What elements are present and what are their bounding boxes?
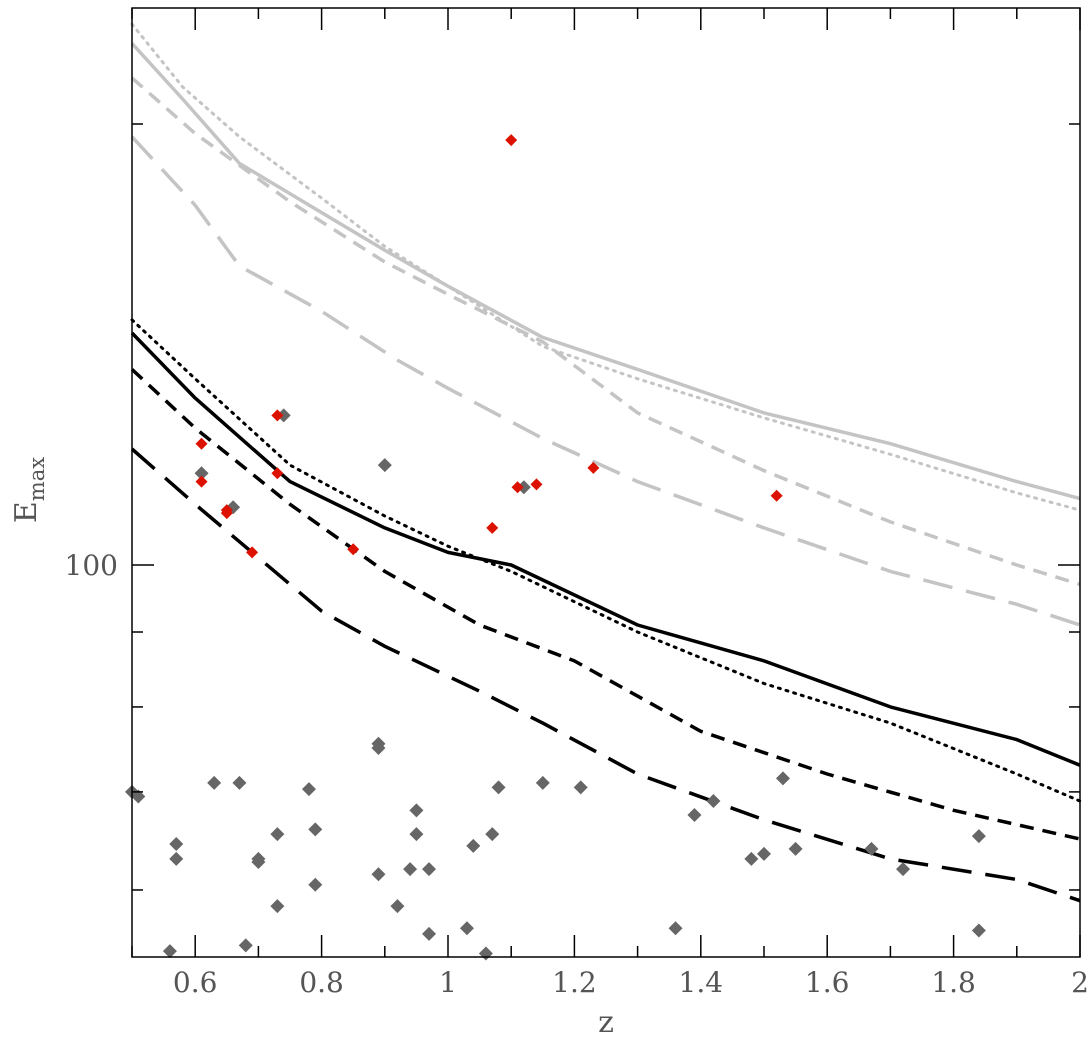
gray-data-point: [478, 946, 493, 961]
gray-dashed-curve: [130, 76, 1081, 587]
gray-data-point: [459, 921, 474, 936]
gray-data-point: [270, 827, 285, 842]
gray-data-point: [409, 803, 424, 818]
red-data-point: [530, 478, 543, 491]
gray-data-point: [535, 775, 550, 790]
red-data-point: [271, 467, 284, 480]
red-data-point: [486, 521, 499, 534]
gray-data-point: [896, 862, 911, 877]
red-data-point: [505, 134, 518, 147]
x-tick-label: 1.4: [679, 966, 724, 999]
gray-data-point: [371, 867, 386, 882]
gray-data-point: [169, 836, 184, 851]
gray-data-point: [687, 808, 702, 823]
x-tick-label: 0.8: [299, 966, 344, 999]
black-solid-curve: [130, 331, 1081, 767]
gray-data-point: [485, 827, 500, 842]
gray-dotted-curve: [130, 22, 1082, 512]
gray-data-point: [207, 775, 222, 790]
gray-data-point: [232, 775, 247, 790]
black-long-dashed-curve: [130, 447, 1081, 903]
gray-data-point: [971, 829, 986, 844]
x-tick-label: 0.6: [173, 966, 218, 999]
gray-data-point: [788, 841, 803, 856]
red-data-point: [271, 409, 284, 422]
black-dashed-curve: [130, 368, 1081, 841]
svg-text:Emax: Emax: [9, 457, 49, 523]
y-axis-label-subscript: max: [25, 457, 49, 501]
gray-data-point: [775, 771, 790, 786]
gray-data-point: [308, 822, 323, 837]
gray-data-point: [377, 458, 392, 473]
y-axis-label-group: Emax: [9, 457, 49, 523]
gray-data-point: [516, 480, 531, 495]
gray-data-point: [270, 899, 285, 914]
x-tick-label: 1: [439, 966, 457, 999]
axes-layer: 0.6 0.8 1 1.2 1.4 1.6 1.8 2 100: [65, 7, 1088, 999]
y-tick-label: 100: [65, 549, 118, 582]
x-tick-label: 1.8: [931, 966, 976, 999]
gray-data-point: [308, 877, 323, 892]
red-data-point: [195, 475, 208, 488]
gray-data-point: [131, 789, 146, 804]
y-axis-label: E: [9, 501, 44, 523]
red-data-point: [770, 489, 783, 502]
gray-data-point: [744, 851, 759, 866]
gray-data-point: [409, 827, 424, 842]
x-tick-label: 1.6: [805, 966, 850, 999]
gray-data-point: [757, 846, 771, 861]
gray-data-point: [371, 741, 386, 756]
gray-data-point: [864, 841, 879, 856]
gray-data-point: [668, 921, 683, 936]
gray-data-point: [390, 899, 405, 914]
gray-data-point: [238, 938, 253, 953]
gray-data-point: [573, 780, 588, 795]
gray-data-point: [251, 851, 266, 866]
red-data-point: [587, 461, 600, 474]
gray-data-point: [422, 926, 437, 941]
gray-data-point: [971, 923, 986, 938]
x-tick-label: 2: [1071, 966, 1088, 999]
x-axis-label: z: [598, 1005, 614, 1040]
gray-long-dashed-curve: [130, 135, 1081, 627]
curves-layer: [130, 22, 1082, 903]
black-dotted-curve: [130, 318, 1082, 803]
gray-data-point: [162, 944, 177, 959]
red-data-point: [220, 507, 233, 520]
red-data-point: [246, 546, 259, 559]
points-layer: [125, 134, 986, 961]
gray-data-point: [169, 851, 184, 866]
gray-data-point: [422, 862, 437, 877]
gray-data-point: [403, 862, 418, 877]
red-data-point: [195, 437, 208, 450]
red-data-point: [511, 481, 524, 494]
gray-solid-curve: [130, 42, 1081, 501]
red-data-point: [347, 543, 360, 556]
plot-frame: [131, 7, 1081, 958]
gray-data-point: [491, 780, 506, 795]
gray-data-point: [301, 782, 316, 797]
gray-data-point: [706, 794, 721, 809]
gray-data-point: [276, 408, 291, 423]
x-tick-label: 1.2: [552, 966, 597, 999]
gray-data-point: [466, 838, 481, 853]
gray-data-point: [194, 466, 209, 481]
